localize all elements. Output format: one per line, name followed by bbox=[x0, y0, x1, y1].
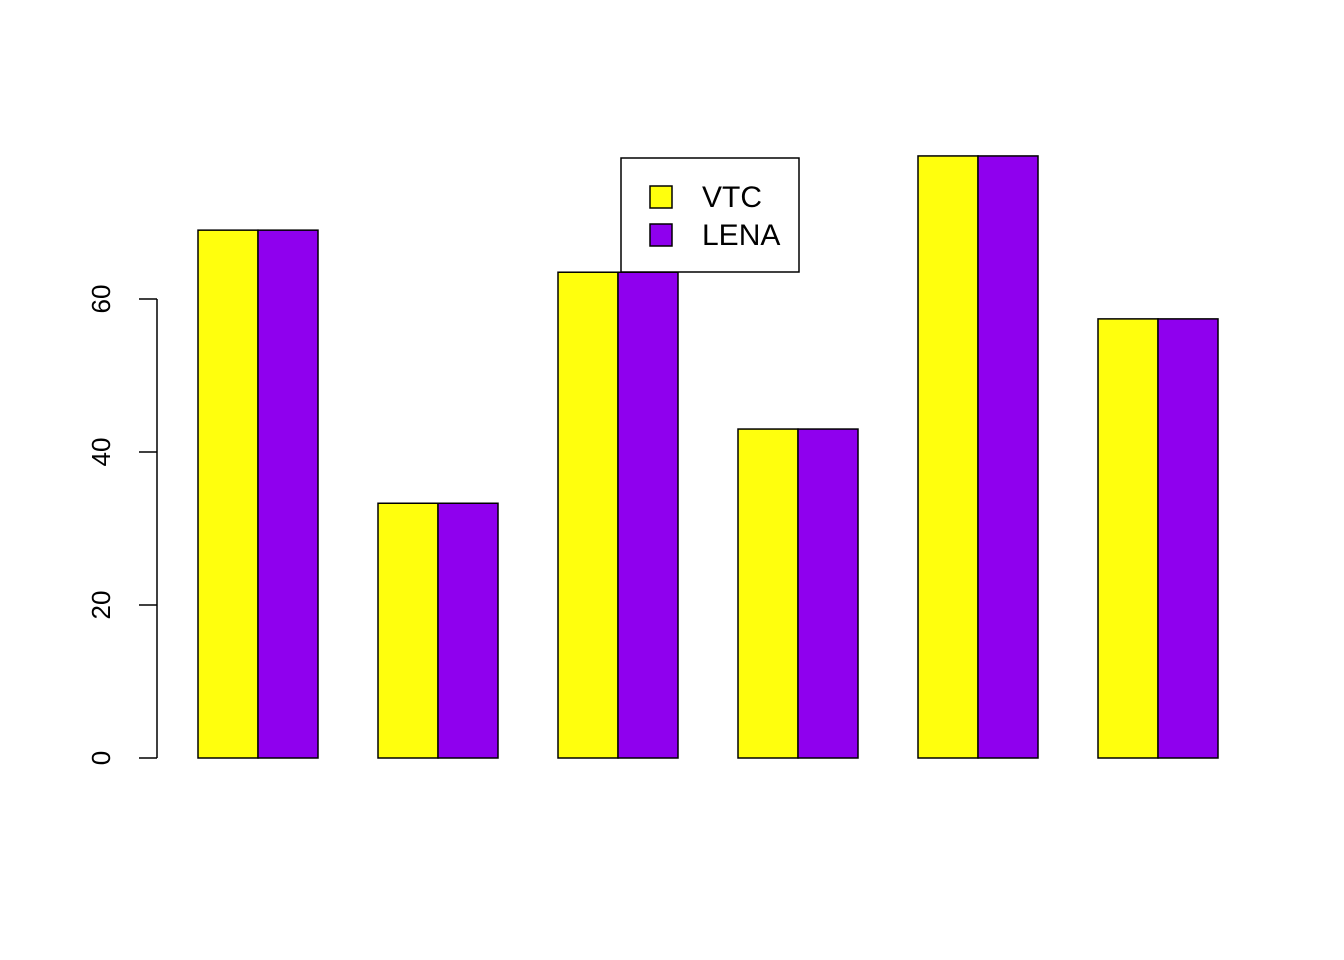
legend-label-vtc: VTC bbox=[702, 181, 762, 214]
bar-lena-4 bbox=[797, 428, 859, 759]
bar-lena-1 bbox=[257, 229, 319, 759]
y-tick-label-0: 0 bbox=[86, 751, 116, 765]
y-tick-label-40: 40 bbox=[86, 438, 116, 467]
y-tick-label-20: 20 bbox=[86, 591, 116, 620]
bar-vtc-1 bbox=[197, 229, 259, 759]
legend-swatch-lena bbox=[649, 223, 673, 247]
bar-lena-2 bbox=[437, 502, 499, 759]
legend-box bbox=[620, 157, 800, 273]
bars-group bbox=[197, 155, 1219, 759]
bar-vtc-6 bbox=[1097, 318, 1159, 759]
bar-lena-5 bbox=[977, 155, 1039, 759]
bar-vtc-3 bbox=[557, 271, 619, 759]
bar-vtc-5 bbox=[917, 155, 979, 759]
y-axis: 0 20 40 60 bbox=[86, 285, 158, 765]
bar-vtc-4 bbox=[737, 428, 799, 759]
legend-label-lena: LENA bbox=[702, 219, 780, 252]
legend: VTC LENA bbox=[620, 157, 800, 273]
legend-swatch-vtc bbox=[649, 185, 673, 209]
bar-lena-3 bbox=[617, 271, 679, 759]
y-tick-label-60: 60 bbox=[86, 285, 116, 314]
bar-lena-6 bbox=[1157, 318, 1219, 759]
bar-vtc-2 bbox=[377, 502, 439, 759]
